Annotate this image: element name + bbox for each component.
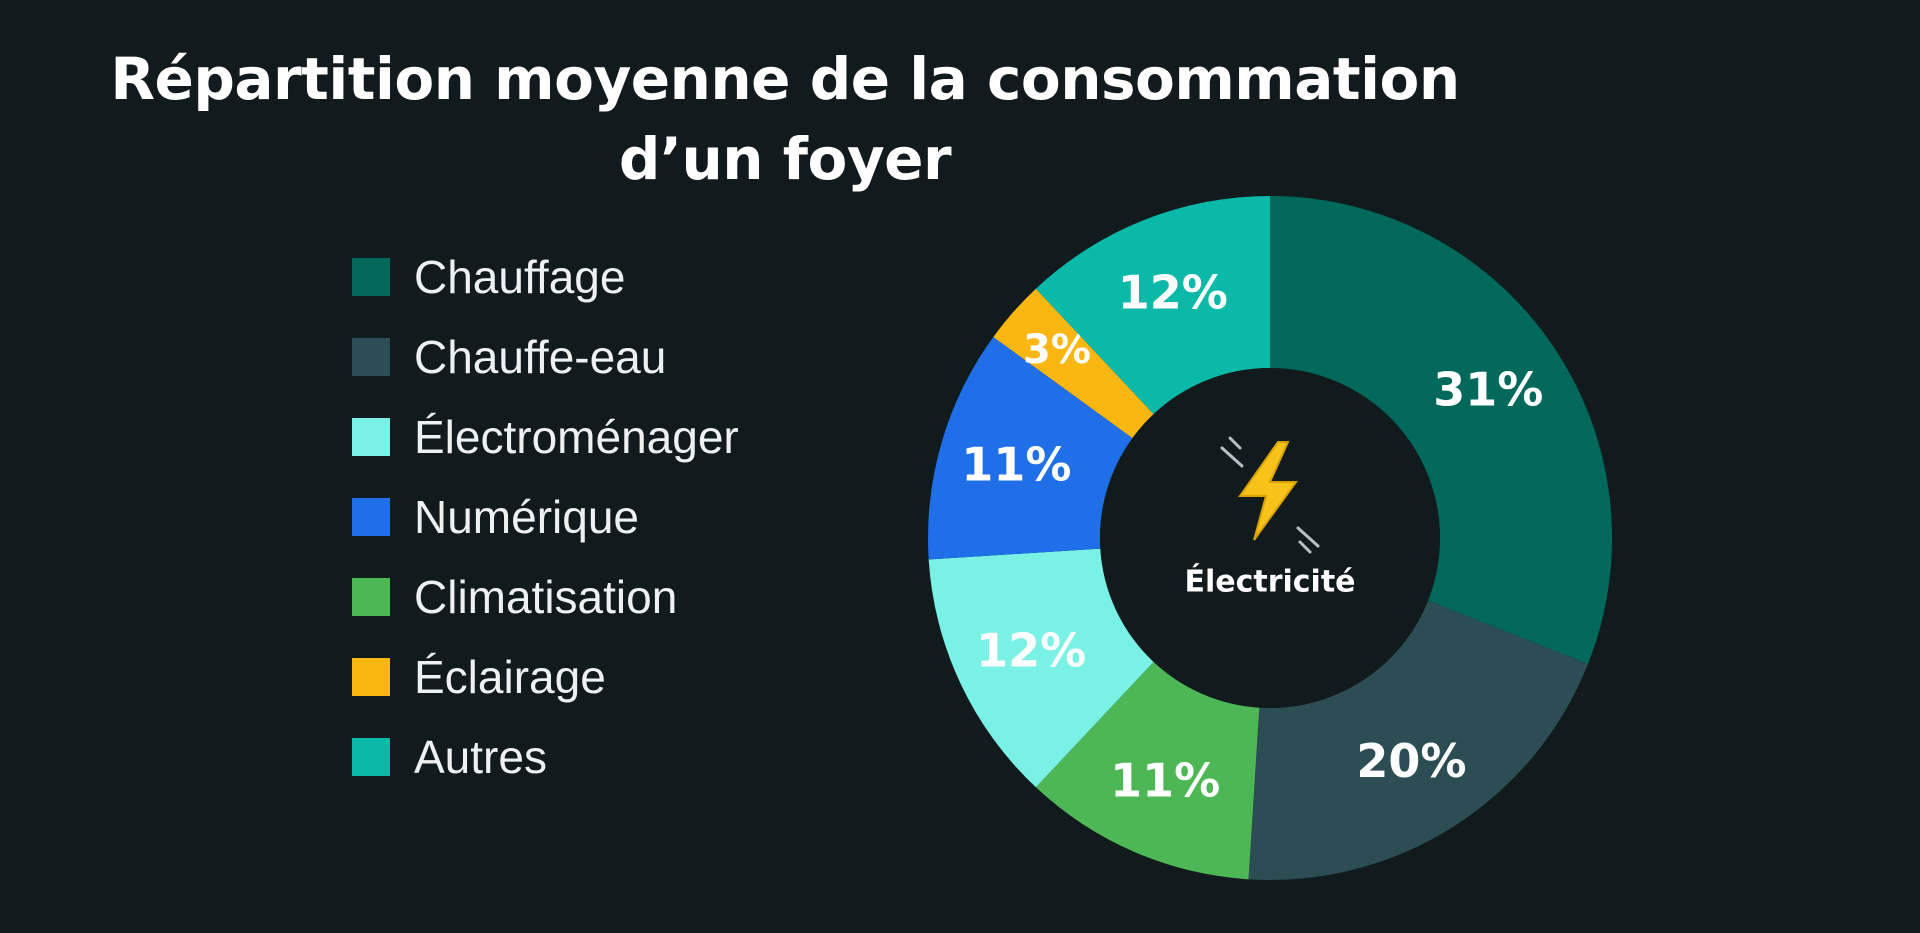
center-label: Électricité: [1184, 564, 1355, 600]
chart-legend: Chauffage Chauffe-eau Électroménager Numéri…: [352, 237, 739, 797]
slice-value-label: 12%: [1118, 266, 1228, 320]
donut-slice: [928, 548, 1154, 788]
legend-item: Numérique: [352, 477, 739, 557]
legend-label: Autres: [414, 731, 547, 783]
donut-chart: 31%20%11%12%11%3%12%Électricité: [928, 196, 1612, 880]
legend-item: Chauffage: [352, 237, 739, 317]
legend-label: Numérique: [414, 491, 639, 543]
slice-value-label: 12%: [976, 623, 1086, 677]
slice-value-label: 11%: [1110, 753, 1220, 807]
legend-label: Climatisation: [414, 571, 678, 623]
legend-item: Autres: [352, 717, 739, 797]
donut-slice: [1248, 600, 1588, 880]
legend-swatch: [352, 578, 390, 616]
donut-slice: [1270, 196, 1612, 664]
legend-label: Éclairage: [414, 651, 606, 703]
legend-swatch: [352, 738, 390, 776]
donut-center: [1100, 368, 1440, 708]
legend-swatch: [352, 338, 390, 376]
slice-value-label: 11%: [961, 437, 1071, 491]
donut-slice: [1035, 196, 1270, 415]
legend-swatch: [352, 418, 390, 456]
donut-slice: [928, 336, 1133, 560]
legend-item: Climatisation: [352, 557, 739, 637]
legend-label: Chauffage: [414, 251, 626, 303]
legend-item: Électroménager: [352, 397, 739, 477]
slice-value-label: 31%: [1433, 363, 1543, 417]
lightning-bolt-icon: [1220, 436, 1320, 554]
legend-label: Chauffe-eau: [414, 331, 667, 383]
legend-swatch: [352, 658, 390, 696]
legend-swatch: [352, 258, 390, 296]
chart-title-line-2: d’un foyer: [618, 125, 952, 193]
legend-item: Chauffe-eau: [352, 317, 739, 397]
chart-title-line-1: Répartition moyenne de la consommation: [110, 45, 1460, 113]
legend-swatch: [352, 498, 390, 536]
donut-slice: [1035, 661, 1260, 880]
donut-slice: [993, 288, 1154, 439]
legend-item: Éclairage: [352, 637, 739, 717]
legend-label: Électroménager: [414, 411, 739, 463]
slice-value-label: 20%: [1356, 734, 1466, 788]
